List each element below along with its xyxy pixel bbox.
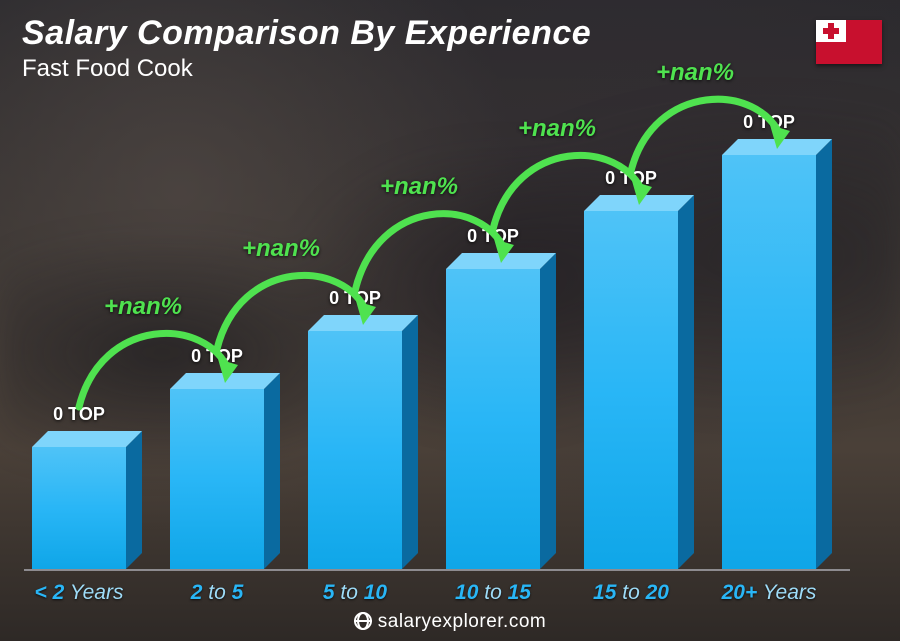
bar-top — [32, 431, 142, 447]
x-category-label: 2 to 5 — [148, 581, 286, 605]
bar-front — [170, 389, 264, 569]
bar-value-label: 0 TOP — [329, 288, 381, 309]
chart-stage: Salary Comparison By Experience Fast Foo… — [0, 0, 900, 641]
x-category-label: < 2 Years — [10, 581, 148, 605]
bar-value-label: 0 TOP — [743, 112, 795, 133]
flag-canton — [816, 20, 846, 42]
bar-group: 0 TOP — [714, 115, 824, 569]
flag-cross-h — [823, 28, 839, 34]
bar-front — [32, 447, 126, 569]
x-category-label: 10 to 15 — [424, 581, 562, 605]
chart-title: Salary Comparison By Experience — [22, 14, 591, 53]
bar-group: 0 TOP — [162, 349, 272, 569]
bar-group: 0 TOP — [576, 171, 686, 569]
globe-icon — [354, 612, 372, 630]
chart-subtitle: Fast Food Cook — [22, 55, 591, 83]
bar — [308, 331, 402, 569]
x-axis-line — [24, 569, 850, 571]
bar — [722, 155, 816, 569]
bar-front — [446, 269, 540, 569]
bar — [32, 447, 126, 569]
bar-group: 0 TOP — [24, 407, 134, 569]
x-category-label: 5 to 10 — [286, 581, 424, 605]
bar-front — [308, 331, 402, 569]
bar — [446, 269, 540, 569]
x-category-label: 20+ Years — [700, 581, 838, 605]
bar — [584, 211, 678, 569]
bar-top — [170, 373, 280, 389]
bar-value-label: 0 TOP — [53, 404, 105, 425]
bar-front — [722, 155, 816, 569]
bar — [170, 389, 264, 569]
bar-top — [446, 253, 556, 269]
delta-label: +nan% — [656, 59, 734, 87]
title-block: Salary Comparison By Experience Fast Foo… — [22, 14, 591, 83]
bar-top — [308, 315, 418, 331]
bar-top — [722, 139, 832, 155]
bar-side — [264, 373, 280, 569]
bar-group: 0 TOP — [438, 229, 548, 569]
bar-value-label: 0 TOP — [605, 168, 657, 189]
bar-top — [584, 195, 694, 211]
bar-value-label: 0 TOP — [467, 226, 519, 247]
country-flag — [816, 20, 882, 64]
bar-group: 0 TOP — [300, 291, 410, 569]
footer: salaryexplorer.com — [0, 611, 900, 633]
footer-text: salaryexplorer.com — [378, 611, 546, 632]
bar-side — [126, 431, 142, 569]
bar-side — [816, 139, 832, 569]
bar-side — [540, 253, 556, 569]
bar-side — [678, 195, 694, 569]
x-category-label: 15 to 20 — [562, 581, 700, 605]
bar-chart: 0 TOP 0 TOP 0 TOP 0 TOP 0 TOP 0 TOP — [24, 100, 850, 569]
bar-value-label: 0 TOP — [191, 346, 243, 367]
bar-side — [402, 315, 418, 569]
bar-front — [584, 211, 678, 569]
